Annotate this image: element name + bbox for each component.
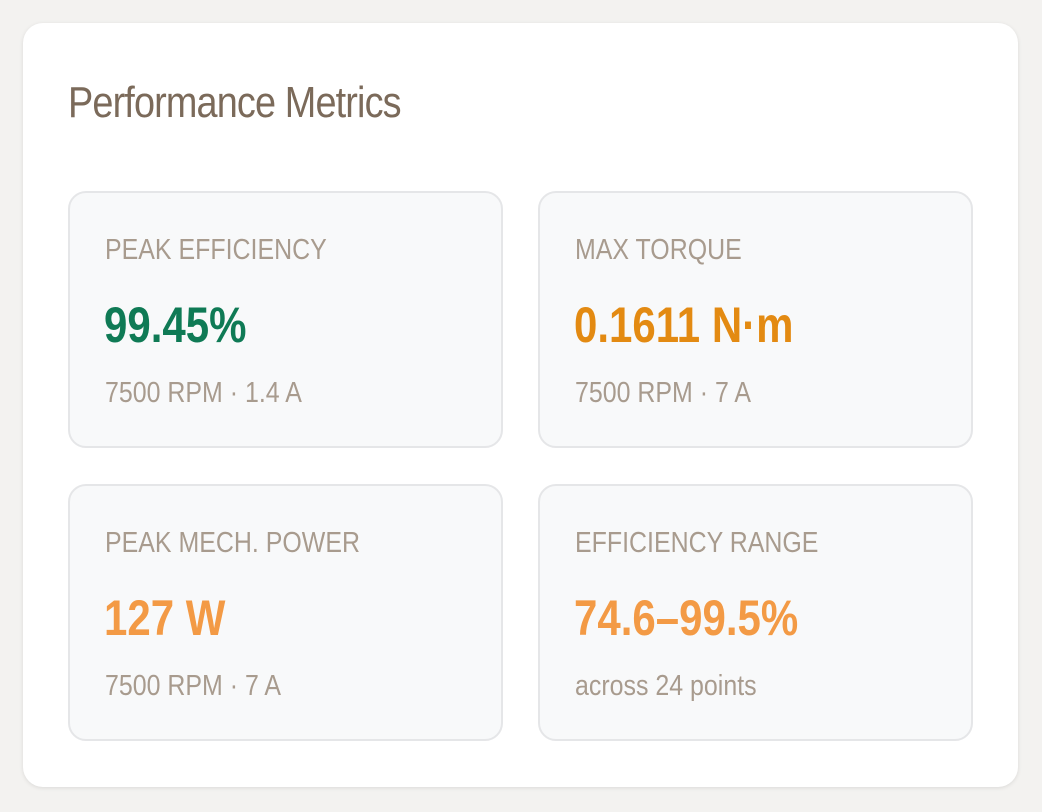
metric-subtext: 7500 RPM · 1.4 A [105,377,302,409]
metric-subtext: 7500 RPM · 7 A [575,377,752,409]
metric-card-peak-mech-power: PEAK MECH. POWER 127 W 7500 RPM · 7 A [68,484,503,741]
metric-label: PEAK EFFICIENCY [105,234,327,266]
metric-card-efficiency-range: EFFICIENCY RANGE 74.6–99.5% across 24 po… [538,484,973,741]
metric-subtext: across 24 points [575,670,757,702]
metric-card-max-torque: MAX TORQUE 0.1611 N·m 7500 RPM · 7 A [538,191,973,448]
metric-value: 99.45% [104,297,247,353]
metric-label: MAX TORQUE [575,234,742,266]
metric-subtext: 7500 RPM · 7 A [105,670,282,702]
metric-value: 127 W [104,590,226,646]
metric-label: PEAK MECH. POWER [105,527,360,559]
performance-metrics-panel: Performance Metrics PEAK EFFICIENCY 99.4… [23,23,1018,787]
panel-title: Performance Metrics [68,78,402,127]
metric-value: 74.6–99.5% [574,590,799,646]
metric-card-peak-efficiency: PEAK EFFICIENCY 99.45% 7500 RPM · 1.4 A [68,191,503,448]
metric-value: 0.1611 N·m [574,297,794,353]
metric-label: EFFICIENCY RANGE [575,527,819,559]
